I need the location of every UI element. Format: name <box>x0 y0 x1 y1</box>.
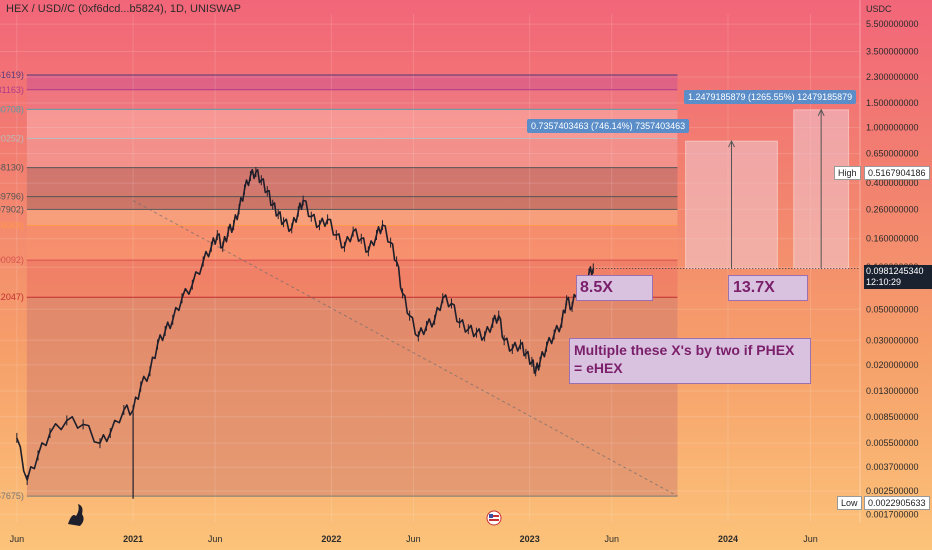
us-flag-stripe-2 <box>489 519 499 521</box>
y-tick-5: 0.650000000 <box>866 149 919 159</box>
trend-line <box>132 200 678 497</box>
fib-label-3: 0.382(0.1989076069) <box>0 221 24 231</box>
bar-countdown: 12:10:29 <box>866 277 902 287</box>
x-tick-4: Jun <box>406 534 421 544</box>
x-tick-3: 2022 <box>321 534 341 544</box>
fib-zone-5 <box>26 167 678 197</box>
y-tick-3: 1.500000000 <box>866 98 919 108</box>
high-value: 0.5167904186 <box>864 166 930 180</box>
fib-label-2: 0.214(0.1124400092) <box>0 255 24 265</box>
y-tick-0: 5.500000000 <box>866 19 919 29</box>
y-tick-17: 0.002500000 <box>866 486 919 496</box>
y-tick-13: 0.013000000 <box>866 386 919 396</box>
low-label: Low <box>837 496 862 510</box>
x-tick-5: 2023 <box>520 534 540 544</box>
x-tick-8: Jun <box>803 534 818 544</box>
fib-zone-0 <box>26 297 678 497</box>
y-tick-14: 0.008500000 <box>866 412 919 422</box>
tradingview-logo-icon <box>68 504 84 526</box>
fib-label-5: 0.618(0.3203739796) <box>0 192 24 202</box>
y-tick-18: 0.001700000 <box>866 509 919 519</box>
symbol-title: HEX / USD//C (0xf6dcd...b5824), 1D, UNIS… <box>6 3 241 15</box>
x-tick-1: 2021 <box>123 534 143 544</box>
y-tick-4: 1.000000000 <box>866 123 919 133</box>
measure-label-2: 1.2479185879 (1265.55%) 12479185879 <box>684 90 857 104</box>
x-tick-0: Jun <box>10 534 25 544</box>
dashed-trend-line <box>132 200 678 497</box>
fib-zone-9 <box>26 74 678 90</box>
y-tick-15: 0.005500000 <box>866 438 919 448</box>
y-tick-11: 0.030000000 <box>866 335 919 345</box>
y-tick-1: 3.500000000 <box>866 47 919 57</box>
fib-label-10: 4.618(2.3791261619) <box>0 70 24 80</box>
fib-label-1: 0.114(0.0609712047) <box>0 292 24 302</box>
price-axis: 5.500000000 3.500000000 2.300000000 1.50000… <box>859 0 919 522</box>
fib-label-0: 0(0.0022967675) <box>0 491 24 501</box>
us-flag-canton <box>489 514 493 518</box>
y-tick-16: 0.003700000 <box>866 462 919 472</box>
fib-zone-2 <box>26 225 678 261</box>
fib-label-4: 0.5(0.2596407902) <box>0 204 24 214</box>
fib-label-9: 3.618(1.8644381163) <box>0 85 24 95</box>
measure-arrowhead-0 <box>728 139 735 148</box>
y-tick-2: 2.300000000 <box>866 72 919 82</box>
y-tick-10: 0.050000000 <box>866 304 919 314</box>
fib-zones <box>26 74 678 497</box>
measure-label-1: 0.7357403463 (746.14%) 7357403463 <box>527 119 690 133</box>
y-tick-8: 0.160000000 <box>866 234 919 244</box>
fib-label-6: 1(0.5169848130) <box>0 163 24 173</box>
current-price: 0.0981245340 <box>866 266 924 276</box>
fib-label-8: 2.618(1.3487580708) <box>0 104 24 114</box>
icons <box>68 504 502 526</box>
axis-unit: USDC <box>866 4 892 14</box>
fib-zone-1 <box>26 260 678 298</box>
fib-levels: 0(0.0022967675) 0.114(0.0609712047) 0.214(… <box>0 70 678 501</box>
y-tick-12: 0.020000000 <box>866 360 919 370</box>
badge-8-5x: 8.5X <box>576 275 653 301</box>
fib-label-7: 1.618(0.8350620252) <box>0 133 24 143</box>
fib-zone-4 <box>26 196 678 210</box>
y-tick-6: 0.400000000 <box>866 178 919 188</box>
badge-13-7x: 13.7X <box>728 275 808 301</box>
measure-boxes <box>685 108 850 269</box>
low-value: 0.0022905633 <box>864 496 930 510</box>
x-tick-6: Jun <box>604 534 619 544</box>
y-tick-7: 0.260000000 <box>866 204 919 214</box>
price-series <box>16 167 860 499</box>
note-callout: Multiple these X's by two if PHEX = eHEX <box>569 338 811 384</box>
time-axis: Jun 2021 Jun 2022 Jun 2023 Jun 2024 Jun <box>10 534 818 544</box>
measure-arrowhead-1 <box>817 108 825 117</box>
fib-zone-6 <box>26 138 678 168</box>
us-flag-stripe-1 <box>489 515 499 517</box>
fib-zone-8 <box>26 89 678 110</box>
fib-zone-3 <box>26 209 678 226</box>
current-price-tag: 0.0981245340 12:10:29 <box>864 265 932 289</box>
high-label: High <box>834 166 861 180</box>
x-tick-7: 2024 <box>718 534 738 544</box>
price-line <box>16 168 595 481</box>
x-tick-2: Jun <box>208 534 223 544</box>
